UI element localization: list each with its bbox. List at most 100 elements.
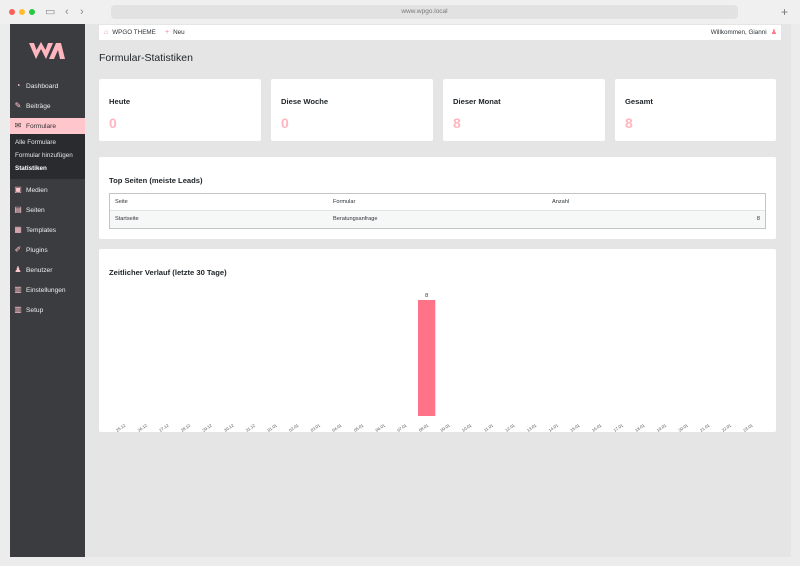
x-tick-label: 15.01	[569, 422, 581, 432]
page-title: Formular-Statistiken	[99, 52, 193, 64]
stat-card-this-month: Dieser Monat 8	[443, 79, 605, 141]
sidebar-item-plugins[interactable]: ✐ Plugins	[10, 242, 85, 258]
home-icon: ⌂	[104, 29, 109, 36]
sidebar-item-label: Plugins	[26, 246, 48, 254]
sidebar-item-label: Templates	[26, 226, 57, 234]
back-icon[interactable]: ‹	[65, 6, 69, 18]
setup-icon: ▥	[14, 305, 22, 314]
sidebar-item-einstellungen[interactable]: ▥ Einstellungen	[10, 282, 85, 298]
x-tick-label: 13.01	[526, 422, 538, 432]
pin-icon: ✎	[14, 101, 22, 110]
stat-card-today: Heute 0	[99, 79, 261, 141]
stat-value: 0	[109, 115, 117, 131]
stat-card-this-week: Diese Woche 0	[271, 79, 433, 141]
column-header-count: Anzahl	[552, 199, 570, 205]
forms-submenu: Alle Formulare Formular hinzufügen Stati…	[10, 134, 85, 179]
wp-admin-window: ◔ Dashboard ✎ Beiträge ✉ Formulare ▣ Medien ▤ Sei…	[10, 24, 791, 557]
column-header-page: Seite	[115, 199, 128, 205]
new-tab-icon[interactable]: +	[781, 5, 789, 19]
sidebar-item-label: Dashboard	[26, 82, 59, 90]
brand-logo	[29, 42, 65, 59]
sidebar-item-templates[interactable]: ▦ Templates	[10, 222, 85, 238]
stat-card-total: Gesamt 8	[615, 79, 776, 141]
sidebar-item-dashboard[interactable]: ◔ Dashboard	[10, 78, 85, 94]
zoom-window-button[interactable]	[29, 9, 35, 15]
new-content-link[interactable]: + Neu	[165, 25, 185, 40]
stat-value: 0	[281, 115, 289, 131]
x-tick-label: 16.01	[591, 422, 603, 432]
cell-form: Beratungsanfrage	[333, 216, 378, 222]
x-tick-label: 08.01	[418, 422, 430, 432]
close-window-button[interactable]	[9, 9, 15, 15]
sidebar-item-medien[interactable]: ▣ Medien	[10, 182, 85, 198]
x-tick-label: 02.01	[288, 422, 300, 432]
sidebar-item-label: Benutzer	[26, 266, 53, 274]
top-pages-card: Top Seiten (meiste Leads) Seite Formular…	[99, 157, 776, 239]
x-tick-label: 30.12	[223, 422, 235, 432]
table-header: Seite Formular Anzahl	[110, 194, 765, 211]
x-tick-label: 29.12	[201, 422, 213, 432]
submenu-item-add-form[interactable]: Formular hinzufügen	[15, 152, 73, 159]
x-tick-label: 17.01	[613, 422, 625, 432]
submenu-item-all-forms[interactable]: Alle Formulare	[15, 139, 56, 146]
sidebar-item-label: Medien	[26, 186, 48, 194]
sidebar-toggle-icon[interactable]: ▭	[45, 6, 56, 18]
chart-bar	[418, 300, 436, 416]
x-tick-label: 06.01	[375, 422, 387, 432]
stat-label: Dieser Monat	[453, 97, 501, 106]
x-tick-label: 27.12	[158, 422, 170, 432]
greeting-label: Willkommen, Gianni	[710, 29, 767, 36]
stat-label: Diese Woche	[281, 97, 329, 106]
x-tick-label: 19.01	[656, 422, 668, 432]
envelope-icon: ✉	[14, 121, 22, 130]
forward-icon[interactable]: ›	[80, 6, 84, 18]
site-name-label: WPGO THEME	[112, 29, 156, 36]
x-tick-label: 20.01	[677, 422, 689, 432]
top-pages-table: Seite Formular Anzahl Startseite Beratun…	[109, 193, 766, 229]
submenu-item-statistics[interactable]: Statistiken	[15, 165, 47, 172]
sidebar-item-formulare[interactable]: ✉ Formulare	[10, 118, 85, 134]
sidebar-item-label: Beiträge	[26, 102, 51, 110]
admin-toolbar: ⌂ WPGO THEME + Neu Willkommen, Gianni ♟	[99, 25, 781, 40]
sidebar-item-label: Einstellungen	[26, 286, 66, 294]
timeline-card: Zeitlicher Verlauf (letzte 30 Tage) 25.1…	[99, 249, 776, 432]
x-tick-label: 10.01	[461, 422, 473, 432]
x-tick-label: 11.01	[483, 422, 495, 432]
account-menu[interactable]: Willkommen, Gianni ♟	[711, 25, 777, 40]
new-content-label: Neu	[173, 29, 185, 36]
plugin-icon: ✐	[14, 245, 22, 254]
x-tick-label: 07.01	[396, 422, 408, 432]
address-bar[interactable]: www.wpgo.local	[111, 5, 738, 19]
dashboard-icon: ◔	[15, 81, 21, 90]
browser-titlebar: ▭ ‹ › www.wpgo.local +	[0, 0, 800, 24]
x-tick-label: 25.12	[115, 422, 127, 432]
column-header-form: Formular	[333, 199, 356, 205]
x-tick-label: 23.01	[742, 422, 754, 432]
settings-icon: ▥	[14, 285, 22, 294]
site-name-link[interactable]: ⌂ WPGO THEME	[104, 25, 156, 40]
timeline-title: Zeitlicher Verlauf (letzte 30 Tage)	[109, 268, 227, 277]
sidebar-item-benutzer[interactable]: ♟ Benutzer	[10, 262, 85, 278]
media-icon: ▣	[14, 185, 22, 194]
stat-value: 8	[625, 115, 633, 131]
x-tick-label: 22.01	[721, 422, 733, 432]
sidebar-item-setup[interactable]: ▥ Setup	[10, 302, 85, 318]
x-tick-label: 18.01	[634, 422, 646, 432]
sidebar-item-beitr-ge[interactable]: ✎ Beiträge	[10, 98, 85, 114]
minimize-window-button[interactable]	[19, 9, 25, 15]
admin-sidebar: ◔ Dashboard ✎ Beiträge ✉ Formulare ▣ Medien ▤ Sei…	[10, 24, 85, 557]
plus-icon: +	[165, 29, 170, 36]
sidebar-item-label: Seiten	[26, 206, 45, 214]
x-tick-label: 21.01	[699, 422, 711, 432]
cell-count: 8	[756, 216, 760, 222]
sidebar-item-label: Setup	[26, 306, 44, 314]
sidebar-item-seiten[interactable]: ▤ Seiten	[10, 202, 85, 218]
x-tick-label: 31.12	[245, 422, 257, 432]
timeline-bar-chart: 25.12 26.12 27.12 28.12 29.12 30.12 31.12 01.01…	[115, 293, 754, 432]
pages-icon: ▤	[14, 205, 22, 214]
cell-page: Startseite	[115, 216, 139, 222]
x-tick-label: 03.01	[310, 422, 322, 432]
stat-label: Heute	[109, 97, 131, 106]
chart-data-label: 8	[425, 293, 428, 299]
